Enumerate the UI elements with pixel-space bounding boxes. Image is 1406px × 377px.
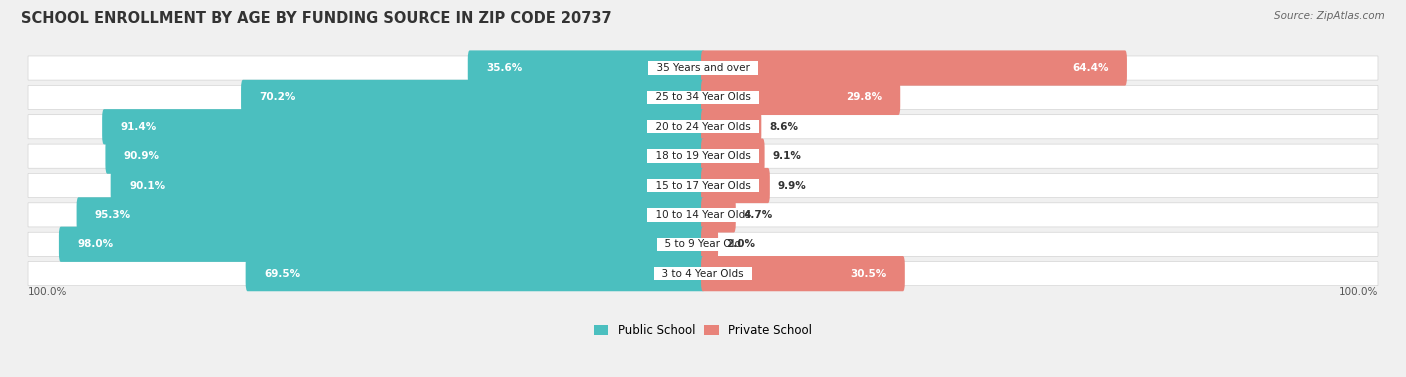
Text: 5 to 9 Year Old: 5 to 9 Year Old (658, 239, 748, 249)
Text: 20 to 24 Year Olds: 20 to 24 Year Olds (650, 122, 756, 132)
FancyBboxPatch shape (28, 144, 1378, 168)
FancyBboxPatch shape (702, 227, 718, 262)
Text: 18 to 19 Year Olds: 18 to 19 Year Olds (648, 151, 758, 161)
Text: 30.5%: 30.5% (851, 269, 886, 279)
Text: 100.0%: 100.0% (1339, 287, 1378, 297)
FancyBboxPatch shape (702, 256, 905, 291)
FancyBboxPatch shape (105, 138, 704, 174)
Text: 10 to 14 Year Olds: 10 to 14 Year Olds (650, 210, 756, 220)
FancyBboxPatch shape (28, 56, 1378, 80)
Text: 90.1%: 90.1% (129, 181, 165, 190)
Text: 70.2%: 70.2% (259, 92, 295, 103)
FancyBboxPatch shape (28, 203, 1378, 227)
Text: 69.5%: 69.5% (264, 269, 299, 279)
Text: 25 to 34 Year Olds: 25 to 34 Year Olds (648, 92, 758, 103)
Text: 9.9%: 9.9% (778, 181, 807, 190)
Text: 90.9%: 90.9% (124, 151, 160, 161)
FancyBboxPatch shape (59, 227, 704, 262)
FancyBboxPatch shape (702, 80, 900, 115)
Text: 35 Years and over: 35 Years and over (650, 63, 756, 73)
FancyBboxPatch shape (28, 115, 1378, 139)
FancyBboxPatch shape (246, 256, 704, 291)
Text: 64.4%: 64.4% (1073, 63, 1108, 73)
Text: 100.0%: 100.0% (28, 287, 67, 297)
FancyBboxPatch shape (28, 232, 1378, 256)
Text: 15 to 17 Year Olds: 15 to 17 Year Olds (648, 181, 758, 190)
Text: SCHOOL ENROLLMENT BY AGE BY FUNDING SOURCE IN ZIP CODE 20737: SCHOOL ENROLLMENT BY AGE BY FUNDING SOUR… (21, 11, 612, 26)
FancyBboxPatch shape (240, 80, 704, 115)
Text: 91.4%: 91.4% (121, 122, 156, 132)
FancyBboxPatch shape (702, 51, 1128, 86)
Text: 2.0%: 2.0% (725, 239, 755, 249)
Text: 29.8%: 29.8% (846, 92, 882, 103)
Text: 9.1%: 9.1% (772, 151, 801, 161)
FancyBboxPatch shape (702, 197, 735, 233)
FancyBboxPatch shape (28, 173, 1378, 198)
FancyBboxPatch shape (28, 85, 1378, 109)
FancyBboxPatch shape (103, 109, 704, 144)
FancyBboxPatch shape (76, 197, 704, 233)
Text: 95.3%: 95.3% (96, 210, 131, 220)
Text: Source: ZipAtlas.com: Source: ZipAtlas.com (1274, 11, 1385, 21)
Text: 98.0%: 98.0% (77, 239, 114, 249)
FancyBboxPatch shape (702, 168, 770, 203)
FancyBboxPatch shape (28, 262, 1378, 286)
FancyBboxPatch shape (702, 109, 761, 144)
Text: 8.6%: 8.6% (769, 122, 799, 132)
Legend: Public School, Private School: Public School, Private School (591, 320, 815, 340)
FancyBboxPatch shape (702, 138, 765, 174)
FancyBboxPatch shape (111, 168, 704, 203)
Text: 3 to 4 Year Olds: 3 to 4 Year Olds (655, 269, 751, 279)
FancyBboxPatch shape (468, 51, 704, 86)
Text: 4.7%: 4.7% (744, 210, 773, 220)
Text: 35.6%: 35.6% (486, 63, 523, 73)
